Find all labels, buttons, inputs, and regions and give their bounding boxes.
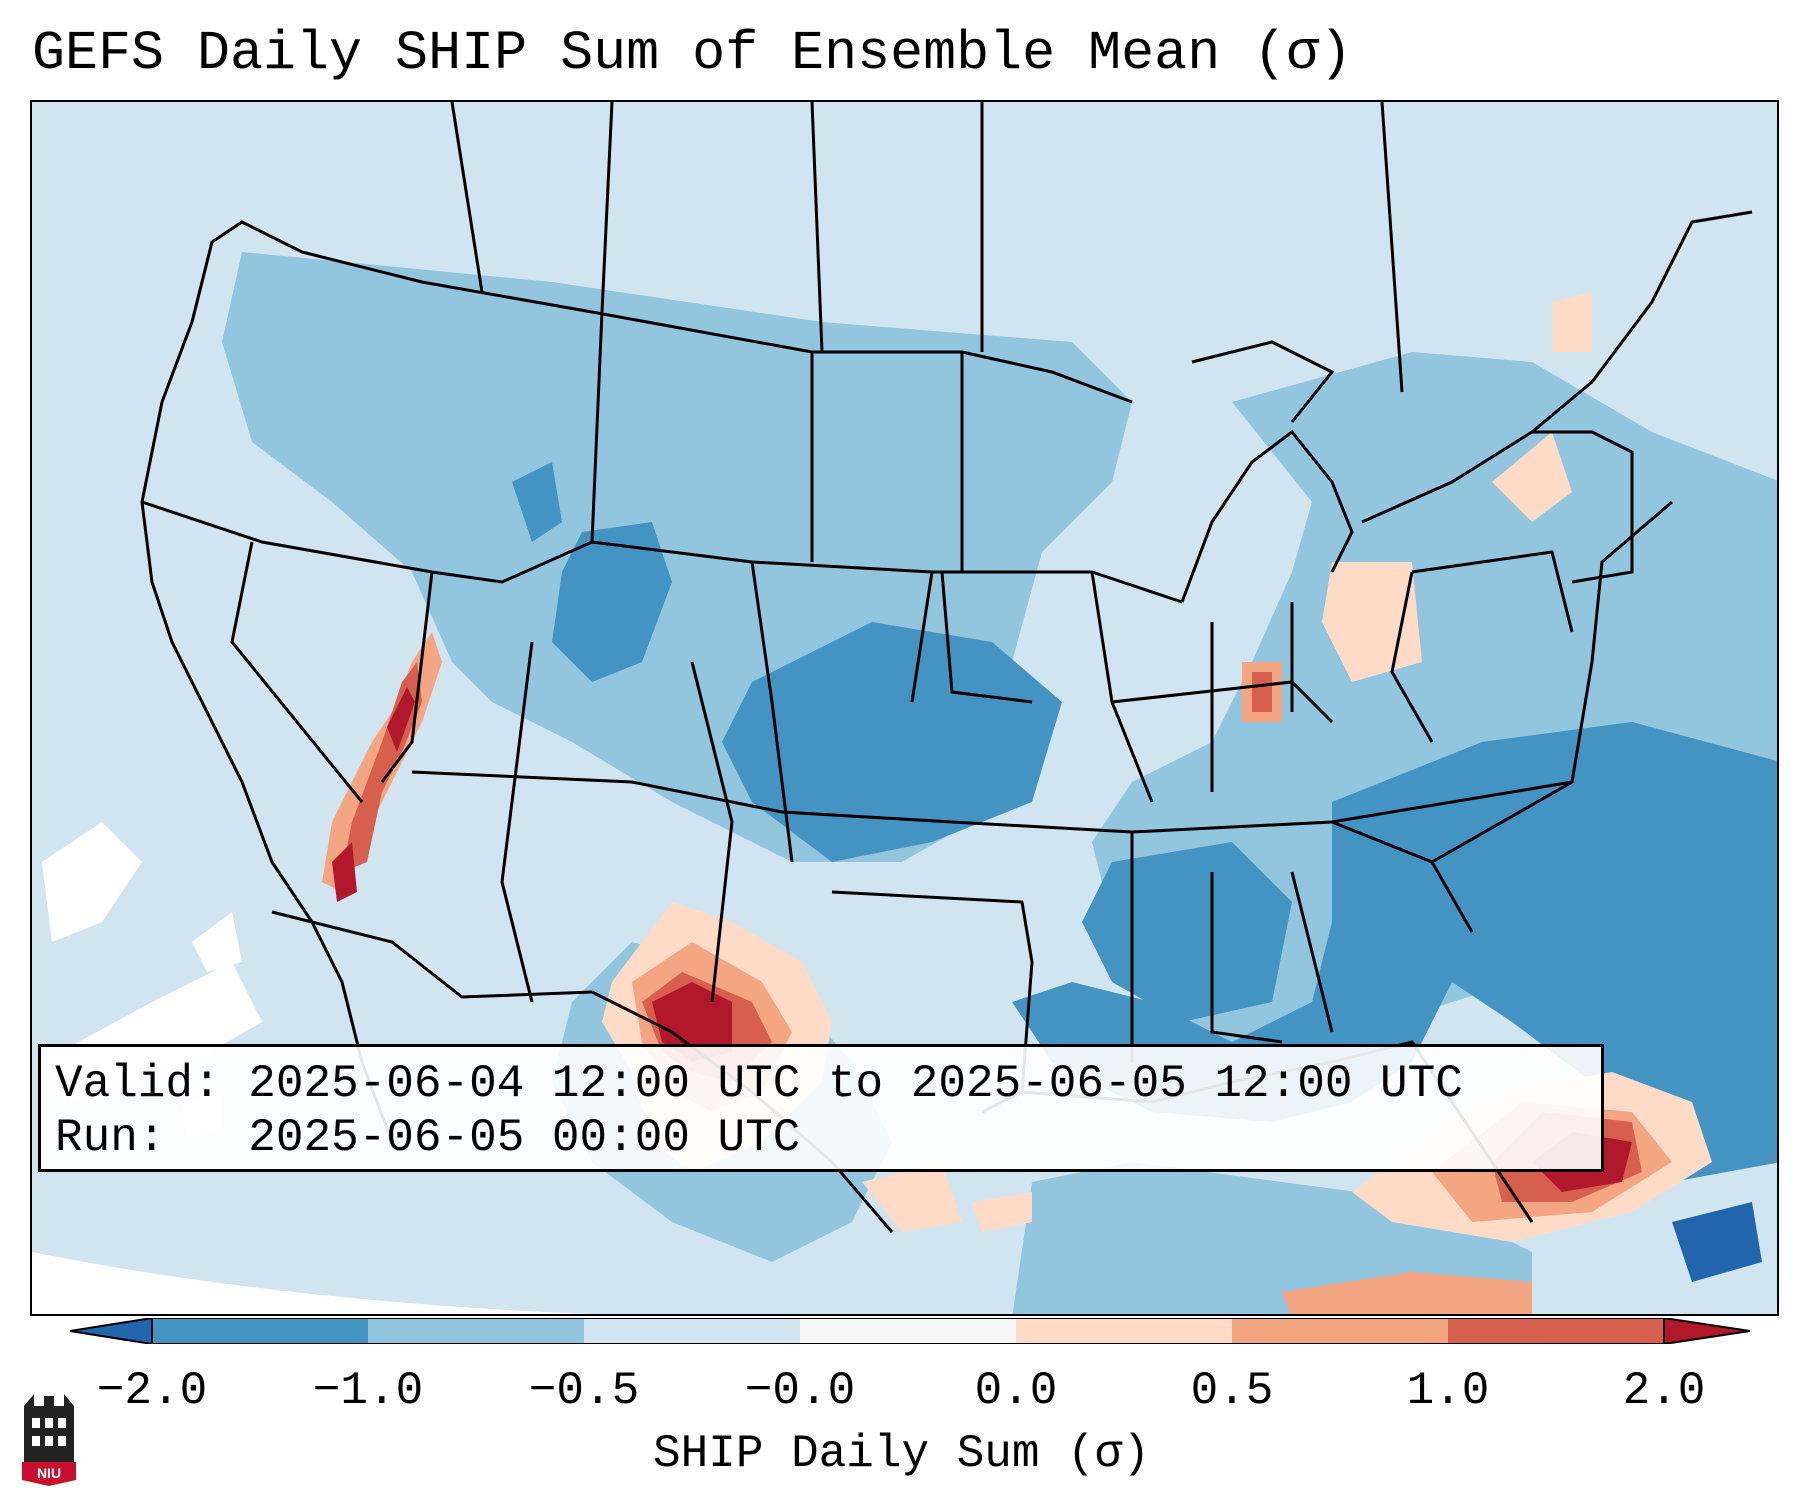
run-row: Run: 2025-06-05 00:00 UTC xyxy=(55,1111,1587,1165)
colorbar xyxy=(70,1318,1750,1344)
colorbar-tick-5: 0.0 xyxy=(974,1365,1058,1417)
colorbar-tick-2: −1.0 xyxy=(312,1365,424,1417)
colorbar-under-arrow xyxy=(70,1318,153,1344)
colorbar-bin-3 xyxy=(584,1318,800,1344)
niu-logo: NIU xyxy=(22,1394,76,1486)
run-label: Run: xyxy=(55,1112,166,1164)
colorbar-tick-4: −0.0 xyxy=(744,1365,856,1417)
valid-label: Valid: xyxy=(55,1058,221,1110)
colorbar-tick-7: 1.0 xyxy=(1406,1365,1490,1417)
colorbar-tick-8: 2.0 xyxy=(1622,1365,1706,1417)
colorbar-bin-6 xyxy=(1232,1318,1448,1344)
svg-text:NIU: NIU xyxy=(37,1465,61,1481)
colorbar-tick-6: 0.5 xyxy=(1190,1365,1274,1417)
colorbar-tick-1: −2.0 xyxy=(96,1365,208,1417)
colorbar-label: SHIP Daily Sum (σ) xyxy=(653,1428,1150,1480)
field-positive xyxy=(322,292,1712,1314)
map-title: GEFS Daily SHIP Sum of Ensemble Mean (σ) xyxy=(32,22,1353,85)
valid-value: 2025-06-04 12:00 UTC to 2025-06-05 12:00… xyxy=(248,1058,1463,1110)
colorbar-bin-2 xyxy=(368,1318,584,1344)
colorbar-over-arrow xyxy=(1663,1318,1750,1344)
colorbar-tick-3: −0.5 xyxy=(528,1365,640,1417)
colorbar-bin-4 xyxy=(800,1318,1016,1344)
colorbar-bin-7 xyxy=(1448,1318,1664,1344)
valid-row: Valid: 2025-06-04 12:00 UTC to 2025-06-0… xyxy=(55,1057,1587,1111)
colorbar-bin-5 xyxy=(1016,1318,1232,1344)
valid-run-info-box: Valid: 2025-06-04 12:00 UTC to 2025-06-0… xyxy=(38,1044,1604,1172)
run-value: 2025-06-05 00:00 UTC xyxy=(248,1112,801,1164)
colorbar-bin-1 xyxy=(152,1318,368,1344)
